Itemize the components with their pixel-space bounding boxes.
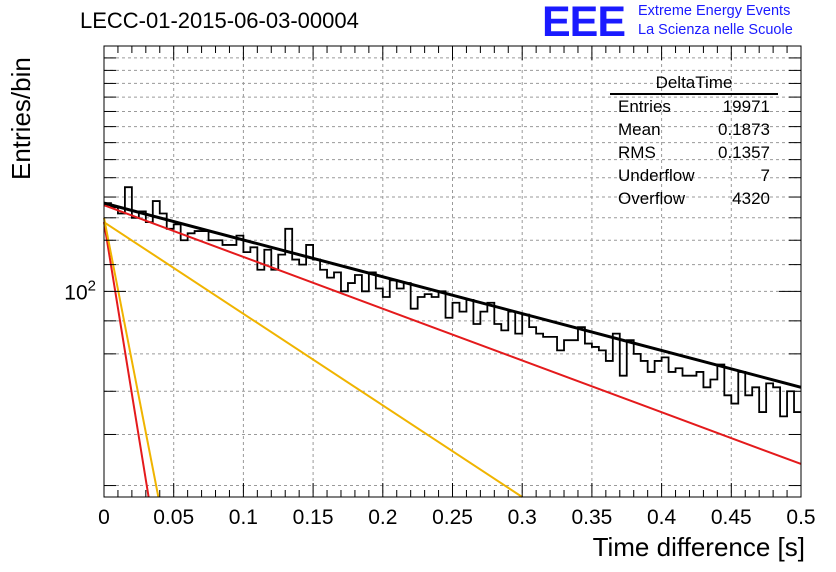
histogram-series <box>104 186 801 418</box>
total-fit-curve <box>103 201 802 389</box>
stats-value: 7 <box>760 166 770 185</box>
tick-labels: 0 0.05 0.1 0.15 0.2 0.25 0.3 0.35 0.4 0.45 0.5 102 <box>64 277 815 529</box>
chart-title: LECC-01-2015-06-03-00004 <box>80 8 359 33</box>
x-tick-label: 0.1 <box>229 506 258 529</box>
chart-marks <box>103 186 802 498</box>
fit-curve-yellow <box>103 221 523 498</box>
x-tick-label: 0.35 <box>571 506 612 529</box>
stats-label: Overflow <box>618 189 686 208</box>
x-axis-label: Time difference [s] <box>592 532 805 562</box>
x-tick-label: 0 <box>98 506 110 529</box>
stats-label: RMS <box>618 143 656 162</box>
x-tick-label: 0.25 <box>432 506 473 529</box>
fit-curve-red <box>103 204 802 465</box>
x-tick-label: 0.5 <box>786 506 815 529</box>
y-axis-label: Entries/bin <box>6 57 36 180</box>
x-tick-label: 0.4 <box>647 506 677 529</box>
x-tick-label: 0.3 <box>508 506 537 529</box>
logo-line-2: La Scienza nelle Scuole <box>638 22 793 38</box>
plot-frame <box>103 45 802 498</box>
x-tick-label: 0.2 <box>368 506 397 529</box>
stats-value: 0.1873 <box>718 120 770 139</box>
x-tick-label: 0.05 <box>153 506 194 529</box>
stats-row: RMS 0.1357 <box>610 141 778 164</box>
fit-curve-red <box>103 221 150 498</box>
fit-curve-yellow <box>103 217 160 498</box>
eee-logo-mark: EEE <box>542 0 626 46</box>
stats-row: Underflow 7 <box>610 164 778 187</box>
stats-value: 4320 <box>732 189 770 208</box>
stats-row: Overflow 4320 <box>610 187 778 210</box>
stats-row: Entries 19971 <box>610 95 778 118</box>
stats-label: Entries <box>618 97 671 116</box>
axes <box>103 45 802 498</box>
stats-value: 19971 <box>722 97 770 116</box>
stats-label: Underflow <box>618 166 695 185</box>
stats-title: DeltaTime <box>610 72 778 95</box>
stats-value: 0.1357 <box>718 143 770 162</box>
x-tick-label: 0.15 <box>293 506 334 529</box>
stats-row: Mean 0.1873 <box>610 118 778 141</box>
y-tick-label: 102 <box>64 277 96 304</box>
stats-box: DeltaTime Entries 19971 Mean 0.1873 RMS … <box>610 72 778 210</box>
stats-label: Mean <box>618 120 661 139</box>
x-tick-label: 0.45 <box>711 506 752 529</box>
logo-line-1: Extreme Energy Events <box>638 3 791 19</box>
